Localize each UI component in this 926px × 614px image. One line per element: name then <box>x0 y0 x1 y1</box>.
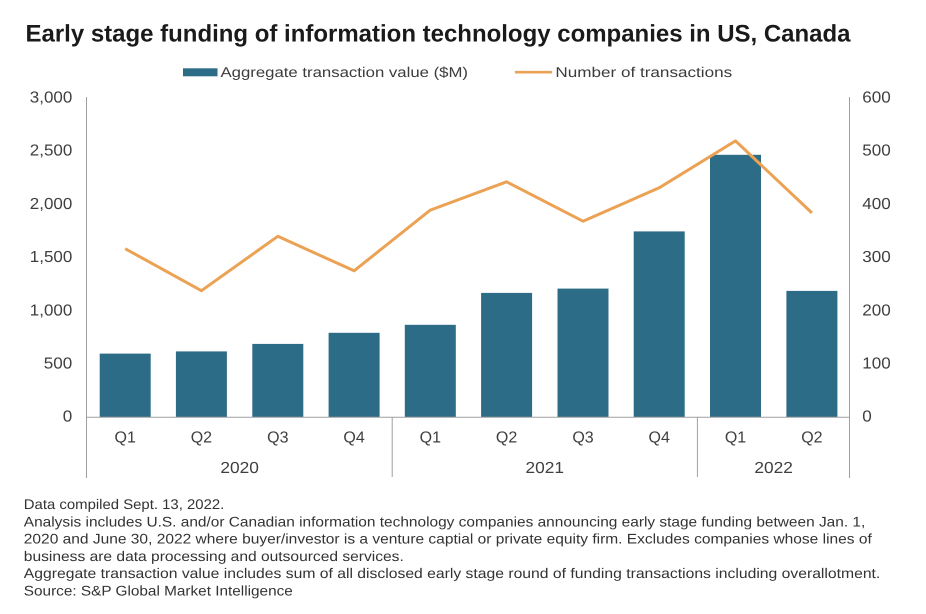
svg-text:600: 600 <box>862 89 891 106</box>
svg-text:500: 500 <box>862 143 891 160</box>
svg-text:Q2: Q2 <box>191 430 212 447</box>
svg-text:Q2: Q2 <box>801 430 822 447</box>
svg-text:2,000: 2,000 <box>30 196 73 213</box>
svg-text:Analysis includes U.S. and/or: Analysis includes U.S. and/or Canadian i… <box>24 513 866 529</box>
svg-text:Q3: Q3 <box>267 430 288 447</box>
svg-text:Q4: Q4 <box>343 430 364 447</box>
svg-text:2022: 2022 <box>754 460 793 477</box>
svg-text:Q1: Q1 <box>420 430 441 447</box>
svg-text:500: 500 <box>44 356 73 373</box>
svg-text:2,500: 2,500 <box>30 143 73 160</box>
svg-text:3,000: 3,000 <box>30 89 73 106</box>
svg-text:2021: 2021 <box>526 460 565 477</box>
svg-text:2020: 2020 <box>220 460 259 477</box>
svg-text:business are data processing a: business are data processing and outsour… <box>24 548 404 564</box>
svg-text:0: 0 <box>63 409 73 426</box>
svg-text:0: 0 <box>862 409 872 426</box>
svg-text:Q4: Q4 <box>649 430 670 447</box>
svg-text:Aggregate transaction value in: Aggregate transaction value includes sum… <box>24 565 881 581</box>
svg-text:1,500: 1,500 <box>30 249 73 266</box>
svg-text:Q3: Q3 <box>572 430 593 447</box>
svg-text:200: 200 <box>862 302 891 319</box>
svg-text:Early stage funding of informa: Early stage funding of information techn… <box>26 21 852 48</box>
svg-text:400: 400 <box>862 196 891 213</box>
svg-text:Aggregate transaction value ($: Aggregate transaction value ($M) <box>221 65 469 81</box>
svg-text:Number of transactions: Number of transactions <box>555 65 732 81</box>
svg-text:1,000: 1,000 <box>30 302 73 319</box>
svg-text:300: 300 <box>862 249 891 266</box>
svg-text:2020 and June 30, 2022 where b: 2020 and June 30, 2022 where buyer/inves… <box>24 531 872 547</box>
svg-text:Q2: Q2 <box>496 430 517 447</box>
svg-text:Source: S&P Global Market Inte: Source: S&P Global Market Intelligence <box>24 582 293 598</box>
svg-text:100: 100 <box>862 356 891 373</box>
svg-text:Q1: Q1 <box>725 430 746 447</box>
svg-text:Data compiled Sept. 13, 2022.: Data compiled Sept. 13, 2022. <box>24 496 225 512</box>
svg-text:Q1: Q1 <box>115 430 136 447</box>
